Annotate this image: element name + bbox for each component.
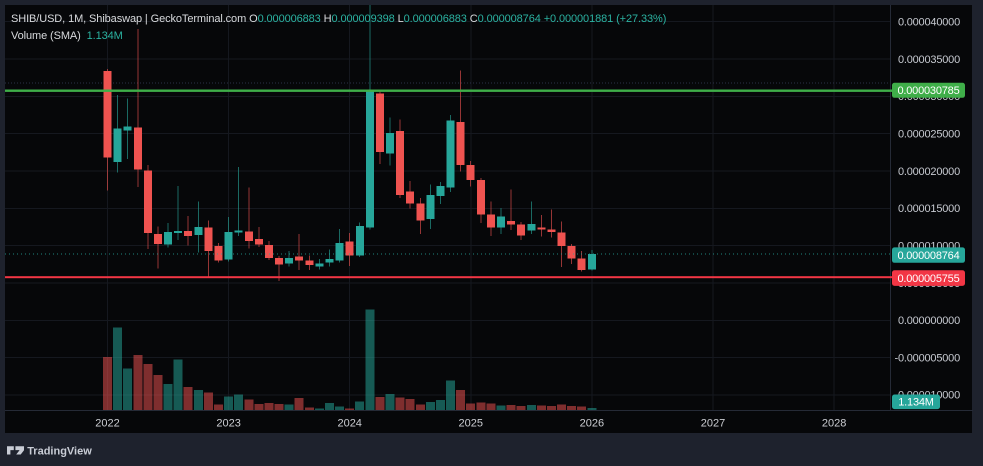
svg-text:2028: 2028 bbox=[822, 418, 846, 430]
svg-text:0.000008764: 0.000008764 bbox=[897, 250, 959, 262]
svg-text:2027: 2027 bbox=[701, 418, 725, 430]
svg-text:0.000035000: 0.000035000 bbox=[898, 54, 960, 66]
svg-text:2024: 2024 bbox=[337, 418, 361, 430]
svg-text:2022: 2022 bbox=[95, 418, 119, 430]
svg-text:SHIB/USD, 1M, Shibaswap | Geck: SHIB/USD, 1M, Shibaswap | GeckoTerminal.… bbox=[11, 13, 666, 25]
svg-text:2026: 2026 bbox=[580, 418, 604, 430]
svg-text:0.000040000: 0.000040000 bbox=[898, 17, 960, 29]
svg-text:1.134M: 1.134M bbox=[898, 397, 934, 409]
svg-text:Volume (SMA) 1.134M: Volume (SMA) 1.134M bbox=[11, 30, 123, 42]
svg-text:TradingView: TradingView bbox=[27, 446, 92, 458]
svg-text:0.000015000: 0.000015000 bbox=[898, 203, 960, 215]
svg-text:-0.000005000: -0.000005000 bbox=[895, 352, 961, 364]
svg-text:0.000025000: 0.000025000 bbox=[898, 129, 960, 141]
svg-text:0.000000000: 0.000000000 bbox=[898, 315, 960, 327]
svg-text:2023: 2023 bbox=[216, 418, 240, 430]
svg-text:0.000020000: 0.000020000 bbox=[898, 166, 960, 178]
svg-text:0.000005755: 0.000005755 bbox=[897, 273, 959, 285]
svg-text:2025: 2025 bbox=[459, 418, 483, 430]
svg-text:0.000030785: 0.000030785 bbox=[897, 85, 959, 97]
